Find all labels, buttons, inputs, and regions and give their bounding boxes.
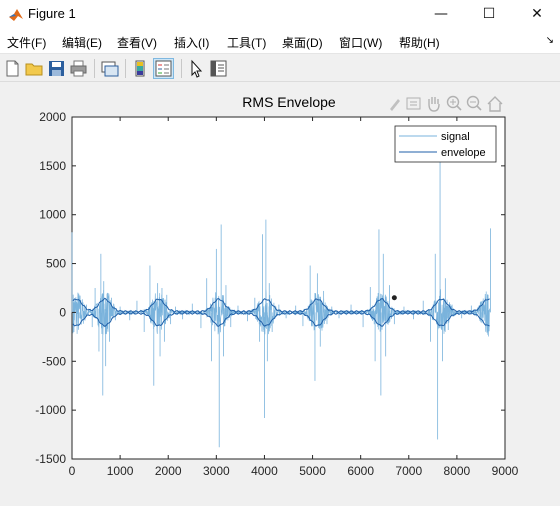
legend-envelope-label: envelope — [441, 147, 486, 159]
toolbar-separator — [125, 59, 126, 78]
data-marker — [391, 295, 397, 301]
y-tick-label: 1500 — [39, 159, 66, 173]
toolbar-separator — [181, 59, 182, 78]
envelope-series — [72, 297, 490, 328]
x-tick-label: 0 — [69, 464, 76, 478]
plot-area[interactable] — [71, 116, 506, 460]
axes-toolbar — [390, 95, 503, 112]
menu-window[interactable]: 窗口(W) — [339, 36, 383, 50]
x-tick-label: 8000 — [444, 464, 471, 478]
chart-title: RMS Envelope — [242, 94, 336, 110]
menu-file[interactable]: 文件(F) — [7, 36, 47, 50]
figure-toolbar — [0, 55, 560, 82]
legend[interactable]: signal envelope — [394, 125, 497, 163]
insert-colorbar-icon[interactable] — [130, 58, 151, 79]
minimize-button[interactable]: — — [434, 6, 448, 22]
window-titlebar: Figure 1 — ☐ ✕ — [0, 0, 560, 30]
pan-icon[interactable] — [428, 97, 440, 112]
toolbar-separator — [94, 59, 95, 78]
open-file-icon[interactable] — [24, 58, 45, 79]
link-plot-icon[interactable] — [99, 58, 120, 79]
x-tick-label: 6000 — [347, 464, 374, 478]
property-inspector-icon[interactable] — [208, 58, 229, 79]
marker-dot — [391, 295, 397, 301]
axis-ticks: 0 1000 2000 3000 4000 5000 6000 7000 8000 9000-15… — [35, 110, 518, 478]
x-tick-label: 7000 — [395, 464, 422, 478]
y-tick-label: 500 — [46, 257, 66, 271]
menu-help[interactable]: 帮助(H) — [399, 36, 440, 50]
data-tips-icon[interactable] — [406, 97, 421, 110]
x-tick-label: 3000 — [203, 464, 230, 478]
y-tick-label: -1000 — [35, 403, 66, 417]
x-tick-label: 4000 — [251, 464, 278, 478]
insert-legend-icon[interactable] — [153, 58, 174, 79]
x-tick-label: 1000 — [107, 464, 134, 478]
pointer-icon[interactable] — [186, 58, 207, 79]
home-icon[interactable] — [487, 96, 503, 112]
zoom-in-icon[interactable] — [446, 95, 462, 111]
x-tick-label: 9000 — [492, 464, 519, 478]
x-tick-label: 2000 — [155, 464, 182, 478]
matlab-icon — [9, 9, 23, 21]
menu-edit[interactable]: 编辑(E) — [62, 36, 102, 50]
y-tick-label: 2000 — [39, 110, 66, 124]
save-icon[interactable] — [46, 58, 67, 79]
x-tick-label: 5000 — [299, 464, 326, 478]
legend-signal-label: signal — [441, 131, 470, 143]
new-figure-icon[interactable] — [2, 58, 23, 79]
menu-insert[interactable]: 插入(I) — [174, 36, 210, 50]
y-tick-label: -1500 — [35, 452, 66, 466]
menu-overflow-icon[interactable]: ↘ — [545, 35, 554, 46]
maximize-button[interactable]: ☐ — [482, 6, 496, 22]
zoom-out-icon[interactable] — [466, 95, 482, 111]
brush-icon[interactable] — [390, 99, 400, 111]
envelope-upper-line — [72, 297, 490, 313]
menu-desktop[interactable]: 桌面(D) — [282, 36, 323, 50]
menu-bar: 文件(F) 编辑(E) 查看(V) 插入(I) 工具(T) 桌面(D) 窗口(W… — [0, 30, 560, 54]
y-tick-label: -500 — [42, 354, 66, 368]
window-title: Figure 1 — [28, 6, 76, 21]
print-icon[interactable] — [68, 58, 89, 79]
envelope-lower-line — [72, 311, 490, 328]
y-tick-label: 0 — [59, 305, 66, 319]
menu-tools[interactable]: 工具(T) — [227, 36, 267, 50]
menu-view[interactable]: 查看(V) — [117, 36, 157, 50]
y-tick-label: 1000 — [39, 208, 66, 222]
close-button[interactable]: ✕ — [531, 6, 543, 22]
rms-envelope-chart[interactable]: 0 1000 2000 3000 4000 5000 6000 7000 8000 9000-15… — [0, 83, 560, 506]
figure-canvas: 0 1000 2000 3000 4000 5000 6000 7000 8000 9000 -15… — [0, 83, 560, 506]
